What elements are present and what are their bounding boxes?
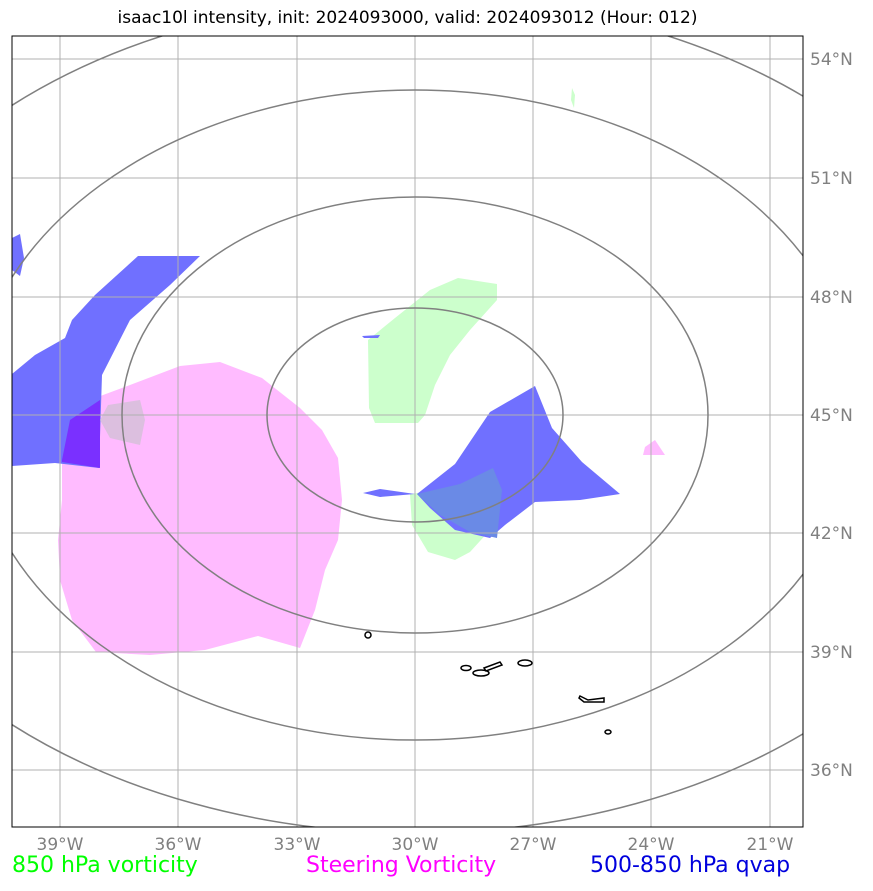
longitude-tick-label: 33°W [274, 835, 321, 855]
longitude-tick-label: 30°W [392, 835, 439, 855]
graticule [12, 36, 803, 827]
latitude-tick-label: 42°N [810, 524, 853, 544]
longitude-tick-label: 36°W [155, 835, 202, 855]
map-frame [11, 35, 804, 828]
range-ring [121, 196, 709, 634]
range-ring [12, 89, 803, 741]
latitude-tick-labels: 54°N 51°N 48°N 45°N 42°N 39°N 36°N [810, 50, 853, 781]
latitude-tick-label: 39°N [810, 643, 853, 663]
longitude-tick-label: 39°W [37, 835, 84, 855]
legend-steering-vorticity: Steering Vorticity [306, 853, 497, 878]
latitude-tick-label: 36°N [810, 761, 853, 781]
latitude-tick-label: 48°N [810, 288, 853, 308]
latitude-tick-label: 45°N [810, 406, 853, 426]
map-title: isaac10l intensity, init: 2024093000, va… [117, 8, 698, 28]
qvap-vorticity-overlap [417, 468, 502, 538]
longitude-tick-labels: 39°W 36°W 33°W 30°W 27°W 24°W 21°W [37, 835, 794, 855]
latitude-tick-label: 51°N [810, 169, 853, 189]
steering-vorticity-shading [58, 362, 665, 655]
longitude-tick-label: 27°W [510, 835, 557, 855]
legend-qvap: 500-850 hPa qvap [590, 853, 791, 878]
coastline-islands [364, 631, 612, 735]
legend-850-vorticity: 850 hPa vorticity [12, 853, 198, 878]
longitude-tick-label: 24°W [628, 835, 675, 855]
longitude-tick-label: 21°W [747, 835, 794, 855]
latitude-tick-label: 54°N [810, 50, 853, 70]
qvap-steering-overlap [62, 400, 100, 468]
range-rings [12, 36, 803, 827]
range-ring [266, 307, 564, 523]
